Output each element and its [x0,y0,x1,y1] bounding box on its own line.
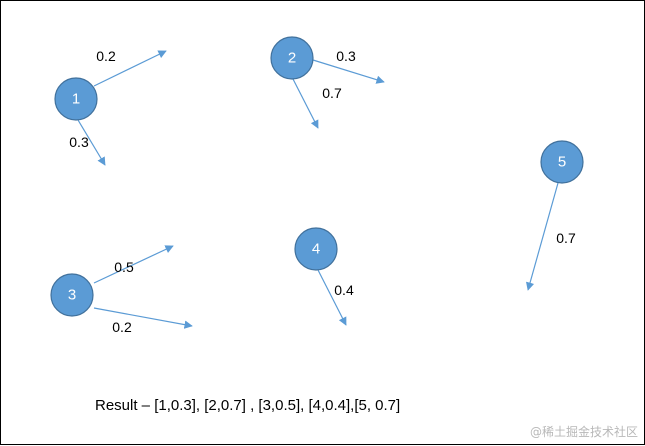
edge-arrow-1-0 [93,50,167,87]
node-circle-1 [54,77,98,121]
edge-weight-label: 0.2 [112,319,132,335]
edge-arrow-1-1 [77,119,106,166]
node-circle-2 [270,36,314,80]
edge-arrow-2-3 [292,78,319,129]
edge-arrow-4-6 [317,269,347,326]
node-label-3: 3 [68,287,76,304]
edge-arrow-2-2 [312,59,385,84]
edge-weight-label: 0.5 [114,259,134,275]
node-label-1: 1 [72,91,80,108]
result-text: Result – [1,0.3], [2,0.7] , [3,0.5], [4,… [95,397,401,414]
edge-weight-label: 0.3 [336,48,356,64]
node-label-5: 5 [558,154,566,171]
edge-arrow-3-4 [93,245,174,284]
node-label-2: 2 [288,50,296,67]
edge-weight-label: 0.2 [96,48,116,64]
node-circle-4 [294,227,338,271]
edge-weight-label: 0.7 [322,85,342,101]
edge-weight-label: 0.4 [334,282,354,298]
edge-weight-label: 0.7 [556,230,576,246]
node-circle-3 [50,273,94,317]
node-label-4: 4 [312,241,320,258]
edge-weight-label: 0.3 [69,134,89,150]
watermark: @稀土掘金技术社区 [529,425,638,439]
edge-arrow-3-5 [93,307,193,329]
edge-arrow-5-7 [525,182,559,291]
node-circle-5 [540,140,584,184]
